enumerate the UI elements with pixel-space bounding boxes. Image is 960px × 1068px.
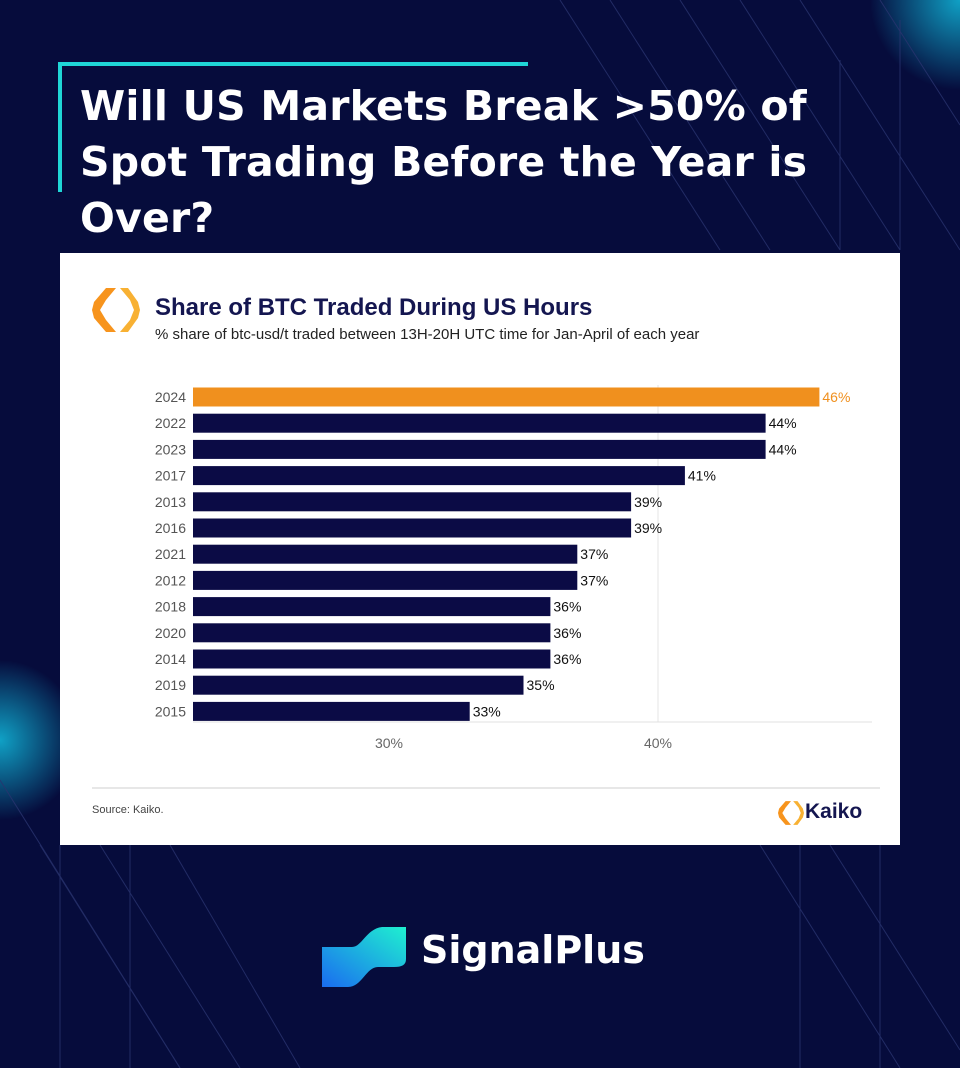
category-label: 2015 xyxy=(155,703,186,719)
category-label: 2018 xyxy=(155,599,186,615)
category-label: 2024 xyxy=(155,389,186,405)
x-tick-label: 40% xyxy=(644,735,672,751)
headline: Will US Markets Break >50% of Spot Tradi… xyxy=(80,82,808,242)
x-tick-label: 30% xyxy=(375,735,403,751)
bar-2016 xyxy=(193,518,632,538)
value-label: 36% xyxy=(553,599,581,615)
value-label: 36% xyxy=(553,651,581,667)
category-label: 2012 xyxy=(155,572,186,588)
value-label: 46% xyxy=(822,389,850,405)
category-label: 2022 xyxy=(155,415,186,431)
bar-2013 xyxy=(193,492,632,512)
signalplus-logo-icon xyxy=(322,927,406,987)
kaiko-logo-text: Kaiko xyxy=(805,800,863,823)
chart-title: Share of BTC Traded During US Hours xyxy=(155,294,593,321)
kaiko-small-logo-icon xyxy=(778,801,804,825)
value-label: 39% xyxy=(634,494,662,510)
bar-2020 xyxy=(193,623,551,643)
category-label: 2021 xyxy=(155,546,186,562)
bar-2022 xyxy=(193,413,766,433)
bar-2021 xyxy=(193,544,578,564)
value-label: 39% xyxy=(634,520,662,536)
bar-2024 xyxy=(193,387,820,407)
category-label: 2017 xyxy=(155,468,186,484)
bar-2019 xyxy=(193,675,524,695)
category-label: 2016 xyxy=(155,520,186,536)
value-label: 37% xyxy=(580,572,608,588)
bar-2015 xyxy=(193,701,470,721)
value-label: 44% xyxy=(769,415,797,431)
bar-2017 xyxy=(193,466,685,486)
category-label: 2020 xyxy=(155,625,186,641)
kaiko-logo-icon xyxy=(92,288,140,332)
title-accent-bar-vertical xyxy=(58,62,62,192)
category-label: 2014 xyxy=(155,651,186,667)
value-label: 35% xyxy=(527,677,555,693)
category-label: 2019 xyxy=(155,677,186,693)
value-label: 37% xyxy=(580,546,608,562)
bar-2012 xyxy=(193,570,578,590)
brand-name: SignalPlus xyxy=(421,928,645,972)
bar-2018 xyxy=(193,597,551,617)
value-label: 36% xyxy=(553,625,581,641)
value-label: 44% xyxy=(769,441,797,457)
title-accent-bar xyxy=(58,62,528,66)
value-label: 33% xyxy=(473,703,501,719)
value-label: 41% xyxy=(688,468,716,484)
category-label: 2023 xyxy=(155,441,186,457)
bar-2023 xyxy=(193,439,766,459)
chart-subtitle: % share of btc-usd/t traded between 13H-… xyxy=(155,326,700,343)
category-label: 2013 xyxy=(155,494,186,510)
source-note: Source: Kaiko. xyxy=(92,804,164,816)
bar-2014 xyxy=(193,649,551,669)
